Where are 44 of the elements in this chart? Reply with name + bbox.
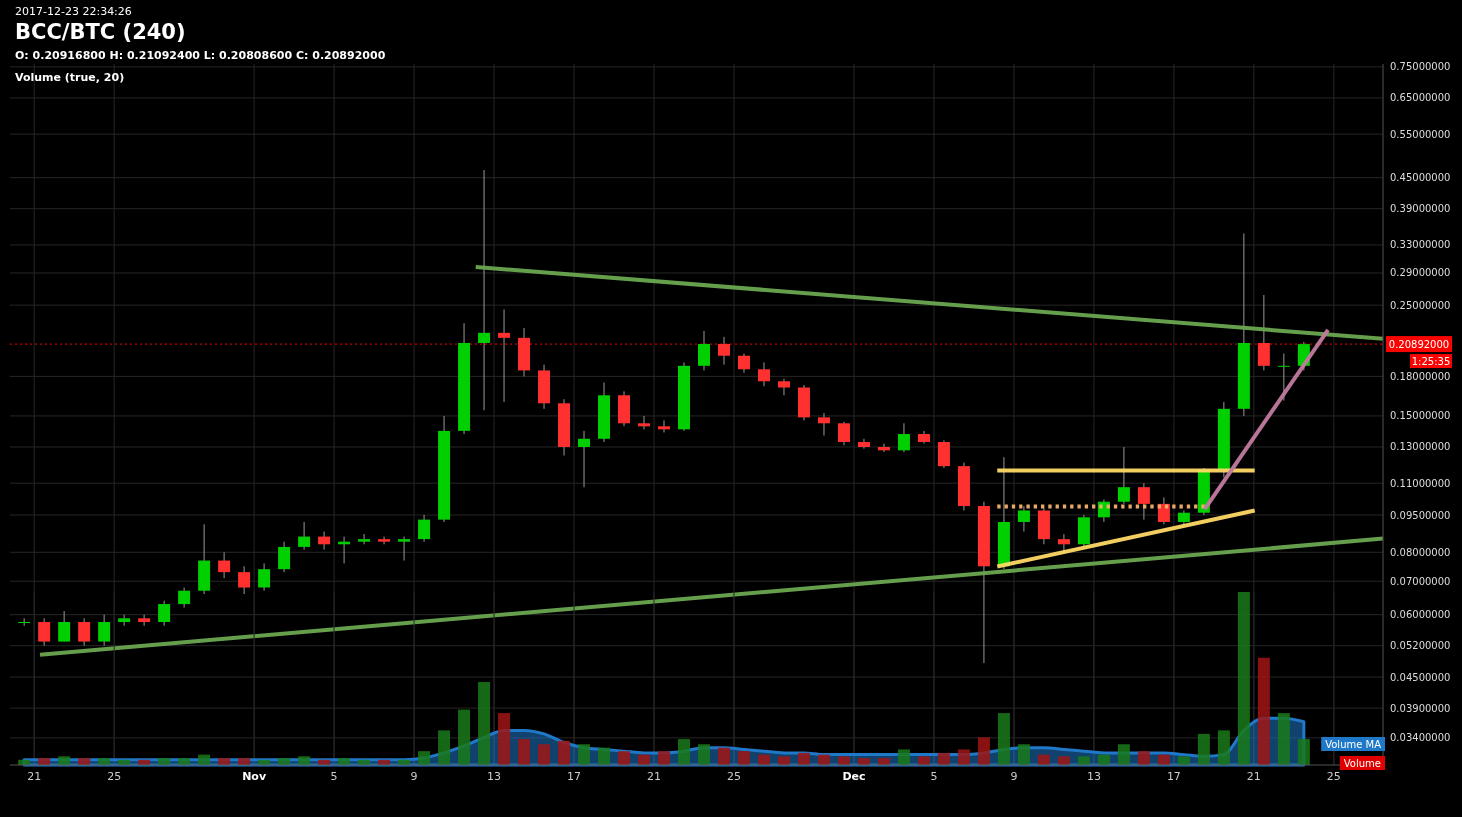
x-tick-label: 13 xyxy=(1086,770,1101,783)
text: 1:25:35 xyxy=(1411,355,1451,367)
y-tick-label: 0.55000000 xyxy=(1390,128,1451,140)
x-tick-label: 21 xyxy=(647,770,662,783)
x-tick-label: 5 xyxy=(330,770,338,783)
x-tick-label: 25 xyxy=(726,770,741,783)
y-tick-label: 0.45000000 xyxy=(1390,172,1451,184)
y-tick-label: 0.06000000 xyxy=(1390,609,1451,621)
y-tick-label: 0.25000000 xyxy=(1390,299,1451,311)
x-tick-label: 9 xyxy=(410,770,418,783)
ref-line-label: 0.20892000 xyxy=(1388,338,1450,350)
x-tick-label: 17 xyxy=(567,770,582,783)
x-tick-label: 25 xyxy=(107,770,122,783)
x-tick-label: Nov xyxy=(242,770,267,783)
y-tick-label: 0.39000000 xyxy=(1390,203,1451,215)
chart-title: BCC/BTC (240) xyxy=(15,20,186,44)
x-tick-label: 25 xyxy=(1326,770,1341,783)
y-tick-label: 0.13000000 xyxy=(1390,441,1451,453)
y-tick-label: 0.08000000 xyxy=(1390,546,1451,558)
y-tick-label: 0.75000000 xyxy=(1390,61,1451,73)
y-tick-label: 0.04500000 xyxy=(1390,671,1451,683)
text: Volume xyxy=(1343,757,1381,769)
y-tick-label: 0.15000000 xyxy=(1390,410,1451,422)
x-tick-label: 13 xyxy=(487,770,502,783)
y-tick-label: 0.11000000 xyxy=(1390,477,1451,489)
annotation: Volume (true, 20) xyxy=(15,71,125,84)
y-tick-label: 0.03900000 xyxy=(1390,702,1451,714)
y-tick-label: 0.33000000 xyxy=(1390,239,1451,251)
text: O: 0.20916800 H: 0.21092400 L: 0.20808600 C: 0.20892000 xyxy=(15,49,386,62)
text: Volume MA xyxy=(1325,738,1382,750)
x-tick-label: 9 xyxy=(1010,770,1018,783)
y-tick-label: 0.03400000 xyxy=(1390,732,1451,744)
y-tick-label: 0.29000000 xyxy=(1390,267,1451,279)
x-tick-label: 5 xyxy=(930,770,938,783)
y-tick-label: 0.05200000 xyxy=(1390,640,1451,652)
y-tick-label: 0.09500000 xyxy=(1390,509,1451,521)
y-tick-label: 0.18000000 xyxy=(1390,370,1451,382)
x-tick-label: 17 xyxy=(1166,770,1181,783)
y-tick-label: 0.07000000 xyxy=(1390,575,1451,587)
chart-subtitle: 2017-12-23 22:34:26 xyxy=(15,5,132,18)
y-tick-label: 0.65000000 xyxy=(1390,92,1451,104)
x-tick-label: Dec xyxy=(842,770,866,783)
x-tick-label: 21 xyxy=(27,770,42,783)
x-tick-label: 21 xyxy=(1246,770,1261,783)
